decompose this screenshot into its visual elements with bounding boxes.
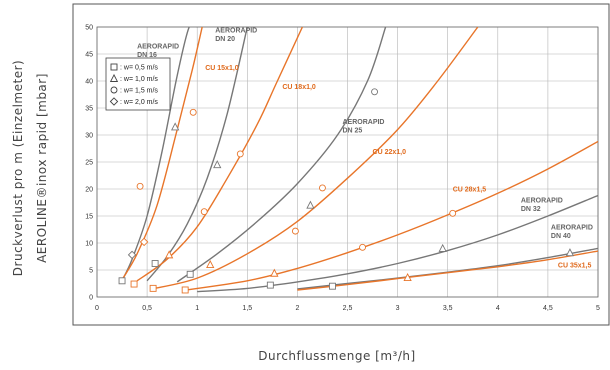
y-tick-label: 20: [85, 187, 93, 194]
series-label-9: CU 35x1,5: [558, 262, 592, 269]
series-line-9: [297, 250, 598, 291]
square-marker: [266, 281, 274, 289]
legend-entry-label: : w= 0,5 m/s: [120, 65, 158, 72]
series-label-2: AERORAPID: [215, 27, 257, 34]
triangle-marker: [270, 268, 279, 277]
y-tick-label: 35: [85, 106, 93, 113]
y-tick-label: 15: [85, 214, 93, 221]
y-tick-label: 50: [85, 25, 93, 32]
circle-marker: [449, 209, 457, 217]
y-tick-label: 25: [85, 160, 93, 167]
series-label-7-line2: DN 32: [521, 206, 541, 213]
series-line-4: [176, 27, 387, 283]
y-axis-label-line1: Druckverlust pro m (Einzelmeter): [11, 60, 25, 276]
x-tick-label: 3,5: [443, 305, 453, 312]
legend-entry-label: : w= 2,0 m/s: [120, 99, 158, 106]
series-label-8: AERORAPID: [551, 225, 593, 232]
series-line-3: [136, 27, 304, 282]
y-tick-label: 5: [89, 268, 93, 275]
series-label-3: CU 18x1,0: [282, 84, 316, 91]
legend-square-marker: [110, 63, 118, 71]
series-label-5: CU 22x1,0: [373, 149, 407, 156]
square-marker: [130, 280, 138, 288]
circle-marker: [189, 108, 197, 116]
series-label-1: CU 15x1,0: [205, 65, 239, 72]
y-tick-label: 0: [89, 295, 93, 302]
square-marker: [181, 286, 189, 294]
series-label-8-line2: DN 40: [551, 233, 571, 240]
series-label-0-line2: DN 16: [137, 52, 157, 59]
series-lines: [121, 27, 598, 293]
x-tick-label: 2: [295, 305, 299, 312]
x-tick-label: 1: [195, 305, 199, 312]
y-tick-label: 10: [85, 241, 93, 248]
triangle-marker: [306, 200, 315, 209]
x-tick-label: 4: [496, 305, 500, 312]
legend-triangle-marker: [109, 73, 119, 82]
circle-marker: [136, 182, 144, 190]
square-marker: [118, 277, 126, 285]
x-tick-label: 1,5: [242, 305, 252, 312]
diamond-marker: [139, 237, 149, 247]
y-tick-label: 30: [85, 133, 93, 140]
series-label-2-line2: DN 20: [215, 36, 235, 43]
series-line-0: [121, 27, 198, 282]
circle-marker: [236, 150, 244, 158]
y-axis-label: Druckverlust pro m (Einzelmeter) AEROLIN…: [11, 60, 49, 276]
legend: : w= 0,5 m/s : w= 1,0 m/s : w= 1,5 m/s : w=…: [105, 57, 171, 111]
triangle-marker: [403, 272, 412, 282]
series-line-1: [121, 27, 203, 281]
series-line-6: [182, 140, 598, 292]
circle-marker: [200, 208, 208, 216]
series-label-4: AERORAPID: [342, 119, 384, 126]
square-marker: [151, 260, 159, 267]
series-line-7: [197, 194, 598, 293]
x-tick-label: 5: [596, 305, 600, 312]
chart-frame: [72, 3, 610, 326]
square-marker: [186, 270, 194, 278]
tick-labels: 0 0,5 1 1,5 2 2,5 3 3,5 4 4,5 50510152025303540455…: [85, 25, 600, 313]
circle-marker: [319, 184, 326, 192]
series-label-4-line2: DN 25: [342, 128, 362, 135]
x-tick-label: 0,5: [142, 305, 152, 312]
legend-diamond-marker: [109, 97, 119, 106]
x-tick-label: 2,5: [343, 305, 353, 312]
circle-marker: [291, 227, 299, 235]
triangle-marker: [438, 243, 447, 252]
y-tick-label: 40: [85, 79, 93, 86]
data-markers: [118, 88, 575, 294]
diamond-marker: [127, 250, 137, 260]
circle-marker: [371, 88, 379, 96]
series-label-7: AERORAPID: [521, 198, 563, 205]
legend-entry-label: : w= 1,5 m/s: [120, 88, 158, 95]
y-axis-label-line2: AEROLINE®inox rapid [mbar]: [35, 73, 49, 263]
x-axis-label: Durchflussmenge [m³/h]: [258, 349, 415, 363]
circle-marker: [359, 243, 366, 251]
square-marker: [149, 284, 157, 292]
legend-circle-marker: [110, 86, 118, 94]
triangle-marker: [206, 260, 215, 269]
x-tick-label: 3: [396, 305, 400, 312]
series-line-5: [151, 27, 479, 290]
series-label-6: CU 28x1,5: [453, 187, 487, 194]
y-tick-label: 45: [85, 52, 93, 59]
plot-area: [96, 26, 599, 298]
square-marker: [329, 282, 336, 290]
x-tick-label: 4,5: [543, 305, 553, 312]
series-label-0: AERORAPID: [137, 44, 179, 51]
x-tick-label: 0: [95, 305, 99, 312]
triangle-marker: [165, 250, 174, 259]
triangle-marker: [213, 160, 222, 169]
triangle-marker: [171, 122, 180, 131]
triangle-marker: [565, 248, 575, 257]
legend-entry-label: : w= 1,0 m/s: [120, 76, 158, 83]
